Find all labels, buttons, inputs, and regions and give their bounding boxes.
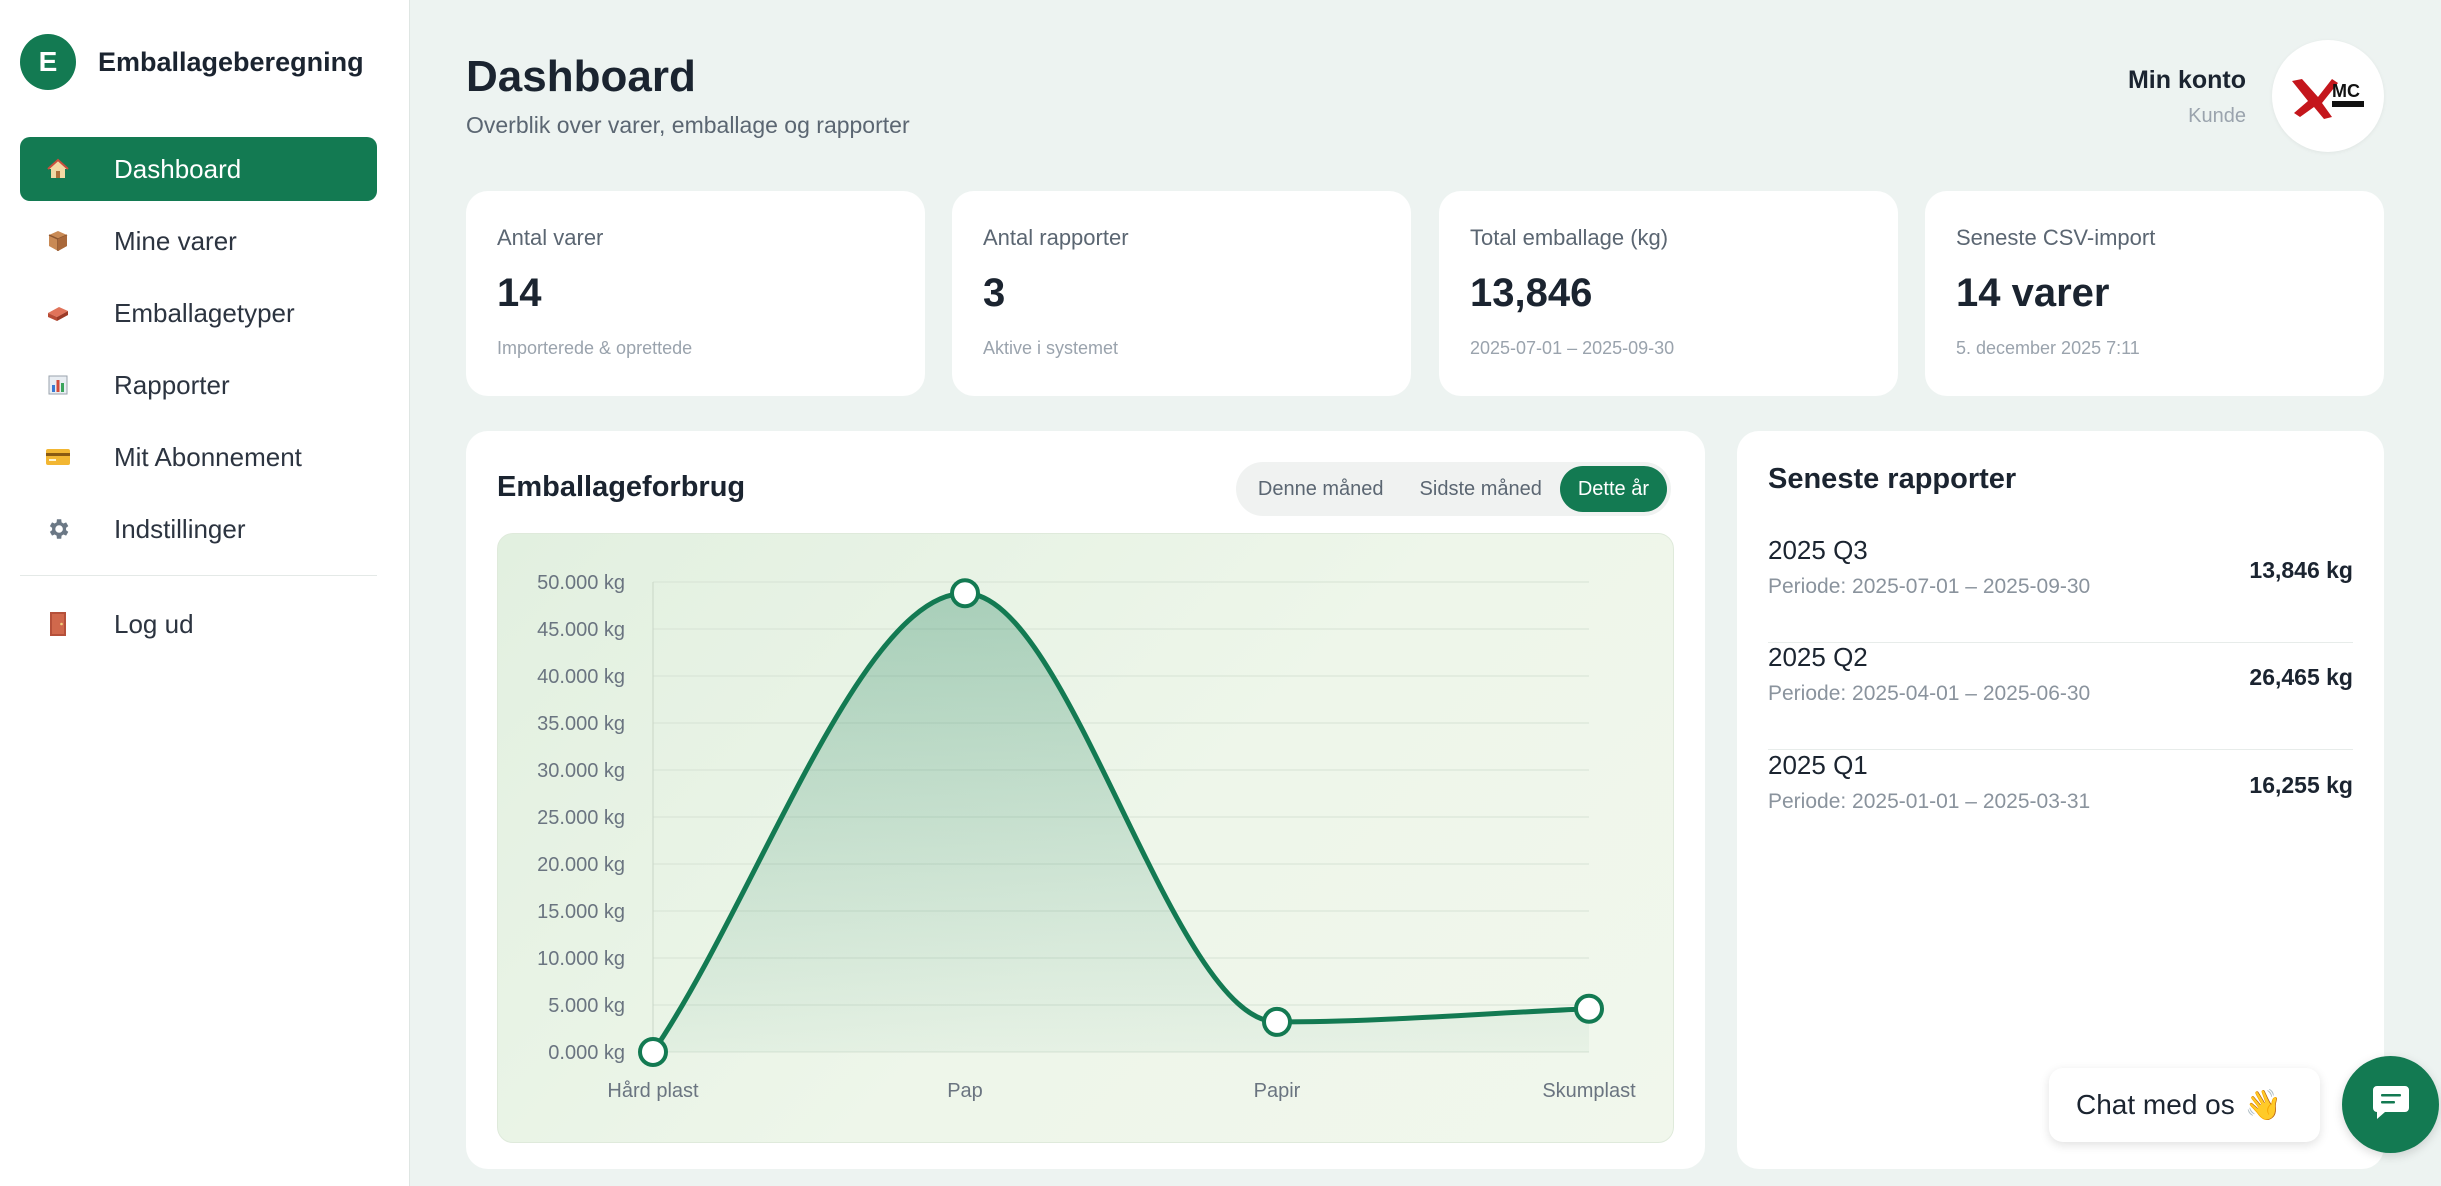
x-tick-label: Pap	[947, 1080, 983, 1102]
page-subtitle: Overblik over varer, emballage og rappor…	[466, 112, 910, 138]
home-icon	[40, 151, 76, 187]
report-row[interactable]: 2025 Q1 Periode: 2025-01-01 – 2025-03-31…	[1768, 750, 2353, 858]
account-name: Min konto	[2127, 66, 2246, 94]
sidebar-item-dashboard[interactable]: Dashboard	[20, 137, 377, 201]
y-tick-label: 45.000 kg	[537, 619, 625, 641]
logout-label: Log ud	[114, 608, 194, 639]
stat-card-emballage: Total emballage (kg) 13,846 2025-07-01 –…	[1439, 191, 1898, 396]
report-kg: 16,255 kg	[2249, 772, 2353, 798]
y-tick-label: 25.000 kg	[537, 807, 625, 829]
x-tick-label: Hård plast	[607, 1080, 699, 1102]
chat-bubble[interactable]: Chat med os 👋	[2049, 1068, 2320, 1142]
stat-card-varer: Antal varer 14 Importerede & oprettede	[466, 191, 925, 396]
data-point	[638, 1037, 668, 1067]
stat-note: 2025-07-01 – 2025-09-30	[1470, 338, 1675, 358]
stat-card-rapporter: Antal rapporter 3 Aktive i systemet	[952, 191, 1411, 396]
logout-button[interactable]: Log ud	[20, 592, 377, 656]
stat-label: Total emballage (kg)	[1470, 225, 1669, 250]
report-row[interactable]: 2025 Q2 Periode: 2025-04-01 – 2025-06-30…	[1768, 642, 2353, 750]
brick-icon	[40, 295, 76, 331]
stat-note: Aktive i systemet	[983, 338, 1119, 358]
period-button-sidste-maaned[interactable]: Sidste måned	[1419, 477, 1542, 500]
avatar-text: MC	[2332, 81, 2360, 101]
report-name: 2025 Q3	[1768, 535, 1868, 565]
sidebar-item-label: Indstillinger	[114, 513, 246, 544]
stat-value: 13,846	[1470, 271, 1593, 315]
company-logo: MC	[2292, 79, 2364, 119]
data-point	[1574, 993, 1604, 1024]
report-kg: 13,846 kg	[2249, 557, 2353, 583]
data-point	[1262, 1006, 1292, 1037]
y-tick-label: 5.000 kg	[548, 995, 625, 1017]
door-icon	[40, 606, 76, 642]
account-menu[interactable]: Min konto Kunde	[2128, 66, 2246, 128]
report-kg: 26,465 kg	[2249, 664, 2353, 690]
report-period: Periode: 2025-07-01 – 2025-09-30	[1768, 575, 2091, 598]
account-role: Kunde	[2188, 105, 2246, 127]
y-tick-label: 40.000 kg	[537, 666, 625, 688]
report-period: Periode: 2025-04-01 – 2025-06-30	[1768, 682, 2091, 705]
chat-label: Chat med os	[2076, 1089, 2235, 1120]
period-button-denne-maaned[interactable]: Denne måned	[1257, 477, 1384, 500]
brand[interactable]: E Emballageberegning	[20, 34, 364, 90]
sidebar-item-label: Rapporter	[114, 369, 230, 400]
stat-label: Seneste CSV-import	[1956, 225, 2156, 250]
page-title: Dashboard	[466, 52, 696, 101]
chart-card: Emballageforbrug Denne måned Sidste måne…	[466, 431, 1705, 1169]
credit-card-icon	[40, 439, 76, 475]
report-name: 2025 Q2	[1768, 642, 1868, 672]
stat-label: Antal varer	[497, 225, 604, 250]
box-icon	[40, 223, 76, 259]
brand-logo: E	[20, 34, 76, 90]
sidebar-item-rapporter[interactable]: Rapporter	[20, 353, 377, 417]
sidebar-item-mine-varer[interactable]: Mine varer	[20, 209, 377, 273]
chat-icon	[2371, 1083, 2411, 1126]
y-tick-label: 50.000 kg	[537, 572, 625, 594]
stat-card-csv-import: Seneste CSV-import 14 varer 5. december …	[1925, 191, 2384, 396]
sidebar-item-mit-abonnement[interactable]: Mit Abonnement	[20, 425, 377, 489]
x-tick-label: Papir	[1254, 1080, 1301, 1102]
gear-icon	[40, 511, 76, 547]
avatar[interactable]: MC	[2272, 40, 2384, 152]
period-toggle: Denne måned Sidste måned Dette år	[1235, 462, 1671, 516]
chat-button[interactable]	[2342, 1056, 2439, 1153]
brand-name: Emballageberegning	[98, 46, 364, 77]
stat-value: 14	[497, 271, 542, 315]
report-period: Periode: 2025-01-01 – 2025-03-31	[1768, 790, 2091, 813]
sidebar-item-label: Dashboard	[114, 153, 242, 184]
sidebar-divider	[20, 575, 377, 576]
stat-value: 14 varer	[1956, 271, 2110, 315]
stat-label: Antal rapporter	[983, 225, 1129, 250]
chart-area: 0.000 kg 5.000 kg 10.000 kg 15.000 kg 20.000…	[497, 533, 1674, 1143]
report-row[interactable]: 2025 Q3 Periode: 2025-07-01 – 2025-09-30…	[1768, 535, 2353, 643]
sidebar-item-indstillinger[interactable]: Indstillinger	[20, 497, 377, 561]
y-tick-label: 15.000 kg	[537, 901, 625, 923]
y-tick-label: 20.000 kg	[537, 854, 625, 876]
stat-value: 3	[983, 271, 1006, 315]
sidebar-item-label: Mine varer	[114, 225, 237, 256]
bar-chart-icon	[40, 367, 76, 403]
sidebar-item-label: Mit Abonnement	[114, 441, 302, 472]
sidebar-item-emballagetyper[interactable]: Emballagetyper	[20, 281, 377, 345]
x-tick-label: Skumplast	[1542, 1080, 1636, 1102]
y-tick-label: 35.000 kg	[537, 713, 625, 735]
usage-chart: 0.000 kg 5.000 kg 10.000 kg 15.000 kg 20.000…	[537, 572, 1636, 1102]
sidebar: E Emballageberegning Dashboard Mine vare…	[0, 0, 410, 1186]
period-button-dette-aar[interactable]: Dette år	[1559, 466, 1667, 512]
stat-note: 5. december 2025 7:11	[1956, 338, 2140, 358]
report-name: 2025 Q1	[1768, 750, 1868, 780]
sidebar-nav: Dashboard Mine varer Emballagetyper Rapp…	[20, 137, 377, 664]
y-tick-label: 30.000 kg	[537, 760, 625, 782]
chart-title: Emballageforbrug	[497, 471, 746, 503]
stat-note: Importerede & oprettede	[497, 338, 693, 358]
y-tick-label: 0.000 kg	[548, 1042, 625, 1064]
series-area	[653, 593, 1589, 1052]
data-point	[950, 578, 980, 609]
reports-card: Seneste rapporter 2025 Q3 Periode: 2025-…	[1737, 431, 2384, 1169]
series-line	[650, 590, 1590, 1054]
y-tick-label: 10.000 kg	[537, 948, 625, 970]
reports-title: Seneste rapporter	[1768, 463, 2017, 495]
sidebar-item-label: Emballagetyper	[114, 297, 295, 328]
wave-icon: 👋	[2244, 1088, 2283, 1122]
